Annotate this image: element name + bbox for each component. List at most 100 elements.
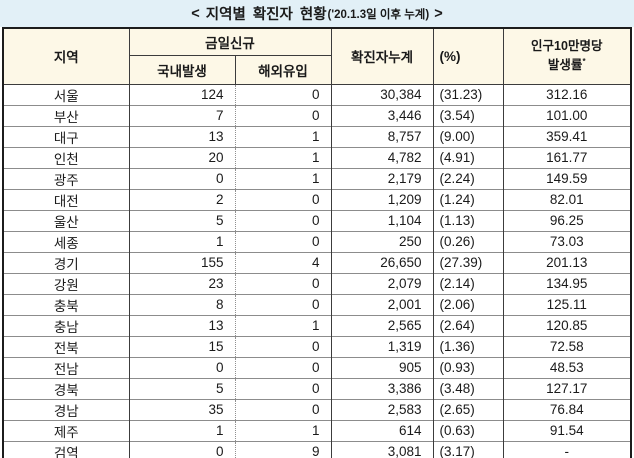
cell-overseas-inflow: 1 (234, 146, 331, 168)
cell-domestic-new: 7 (128, 104, 235, 126)
cell-incidence-rate: 101.00 (502, 104, 631, 126)
header-domestic: 국내발생 (128, 54, 236, 85)
cell-percent: (9.00) (432, 125, 503, 147)
table-row: 경남 35 0 2,583 (2.65) 76.84 (3, 398, 631, 420)
table-row: 경기 155 4 26,650 (27.39) 201.13 (3, 251, 631, 273)
cell-percent: (0.93) (432, 356, 503, 378)
cell-percent: (2.64) (432, 314, 503, 336)
cell-incidence-rate: 96.25 (502, 209, 631, 231)
cell-incidence-rate: 120.85 (502, 314, 631, 336)
cell-cumulative: 1,319 (330, 335, 433, 357)
cell-region: 대구 (3, 125, 129, 147)
cell-overseas-inflow: 1 (234, 419, 331, 441)
title-suffix: > (434, 5, 443, 22)
cell-region: 울산 (3, 209, 129, 231)
cell-cumulative: 905 (330, 356, 433, 378)
cell-region: 서울 (3, 83, 129, 105)
title-prefix: < (191, 5, 200, 22)
header-rate-line1: 인구10만명당 (531, 38, 603, 53)
cell-incidence-rate: 359.41 (502, 125, 631, 147)
cell-overseas-inflow: 1 (234, 125, 331, 147)
cell-overseas-inflow: 0 (234, 377, 331, 399)
cell-region: 경기 (3, 251, 129, 273)
table-row: 인천 20 1 4,782 (4.91) 161.77 (3, 146, 631, 168)
title-note: ('20.1.3일 이후 누계) (327, 8, 430, 21)
table-row: 부산 7 0 3,446 (3.54) 101.00 (3, 104, 631, 126)
cell-percent: (2.06) (432, 293, 503, 315)
cell-overseas-inflow: 9 (234, 440, 331, 458)
cell-region: 충남 (3, 314, 129, 336)
cell-percent: (0.26) (432, 230, 503, 252)
header-rate-asterisk: * (582, 57, 586, 67)
cell-cumulative: 1,104 (330, 209, 433, 231)
header-today-new: 금일신규 (128, 27, 332, 56)
table-title-bar: < 지역별 확진자 현황 ('20.1.3일 이후 누계) > (0, 0, 634, 27)
table-row: 경북 5 0 3,386 (3.48) 127.17 (3, 377, 631, 399)
cell-percent: (27.39) (432, 251, 503, 273)
cell-incidence-rate: 48.53 (502, 356, 631, 378)
cell-overseas-inflow: 0 (234, 209, 331, 231)
cell-domestic-new: 13 (128, 314, 235, 336)
cell-cumulative: 30,384 (330, 83, 433, 105)
cell-domestic-new: 8 (128, 293, 235, 315)
cell-percent: (0.63) (432, 419, 503, 441)
table-row: 전남 0 0 905 (0.93) 48.53 (3, 356, 631, 378)
header-cumulative: 확진자누계 (330, 27, 434, 85)
cell-domestic-new: 5 (128, 377, 235, 399)
header-region: 지역 (2, 27, 130, 85)
cell-incidence-rate: 82.01 (502, 188, 631, 210)
cell-overseas-inflow: 0 (234, 230, 331, 252)
table-row: 대전 2 0 1,209 (1.24) 82.01 (3, 188, 631, 210)
cell-domestic-new: 20 (128, 146, 235, 168)
table-header: 지역 금일신규 확진자누계 (%) 인구10만명당 발생률* 국내발생 해외유입 (2, 27, 632, 85)
table-row: 충남 13 1 2,565 (2.64) 120.85 (3, 314, 631, 336)
cell-percent: (3.54) (432, 104, 503, 126)
cell-cumulative: 8,757 (330, 125, 433, 147)
cell-overseas-inflow: 0 (234, 335, 331, 357)
page-title: 지역별 확진자 현황 (205, 7, 327, 23)
cell-region: 대전 (3, 188, 129, 210)
cell-percent: (2.24) (432, 167, 503, 189)
table-row: 검역 0 9 3,081 (3.17) - (3, 440, 631, 458)
cell-incidence-rate: 125.11 (502, 293, 631, 315)
cell-domestic-new: 35 (128, 398, 235, 420)
cell-overseas-inflow: 1 (234, 314, 331, 336)
table-row: 전북 15 0 1,319 (1.36) 72.58 (3, 335, 631, 357)
cell-overseas-inflow: 0 (234, 188, 331, 210)
cell-region: 제주 (3, 419, 129, 441)
cell-domestic-new: 23 (128, 272, 235, 294)
cell-domestic-new: 13 (128, 125, 235, 147)
cell-overseas-inflow: 0 (234, 293, 331, 315)
cell-percent: (1.24) (432, 188, 503, 210)
cell-percent: (3.48) (432, 377, 503, 399)
cell-incidence-rate: 91.54 (502, 419, 631, 441)
cell-cumulative: 2,565 (330, 314, 433, 336)
table-row: 울산 5 0 1,104 (1.13) 96.25 (3, 209, 631, 231)
cell-region: 부산 (3, 104, 129, 126)
cell-cumulative: 3,386 (330, 377, 433, 399)
cell-incidence-rate: 76.84 (502, 398, 631, 420)
cell-overseas-inflow: 0 (234, 398, 331, 420)
cell-region: 전남 (3, 356, 129, 378)
cell-cumulative: 2,079 (330, 272, 433, 294)
cell-region: 충북 (3, 293, 129, 315)
cell-region: 인천 (3, 146, 129, 168)
cell-region: 전북 (3, 335, 129, 357)
cell-overseas-inflow: 0 (234, 272, 331, 294)
cell-percent: (1.36) (432, 335, 503, 357)
cell-percent: (2.65) (432, 398, 503, 420)
cell-incidence-rate: 73.03 (502, 230, 631, 252)
cell-domestic-new: 1 (128, 230, 235, 252)
cell-domestic-new: 0 (128, 167, 235, 189)
cell-domestic-new: 5 (128, 209, 235, 231)
cell-cumulative: 3,446 (330, 104, 433, 126)
cell-domestic-new: 2 (128, 188, 235, 210)
regional-cases-table: 지역 금일신규 확진자누계 (%) 인구10만명당 발생률* 국내발생 해외유입… (2, 27, 632, 458)
cell-incidence-rate: 201.13 (502, 251, 631, 273)
cell-incidence-rate: 134.95 (502, 272, 631, 294)
table-row: 강원 23 0 2,079 (2.14) 134.95 (3, 272, 631, 294)
table-row: 세종 1 0 250 (0.26) 73.03 (3, 230, 631, 252)
cell-percent: (3.17) (432, 440, 503, 458)
cell-percent: (4.91) (432, 146, 503, 168)
header-rate-line2: 발생률 (547, 58, 583, 73)
